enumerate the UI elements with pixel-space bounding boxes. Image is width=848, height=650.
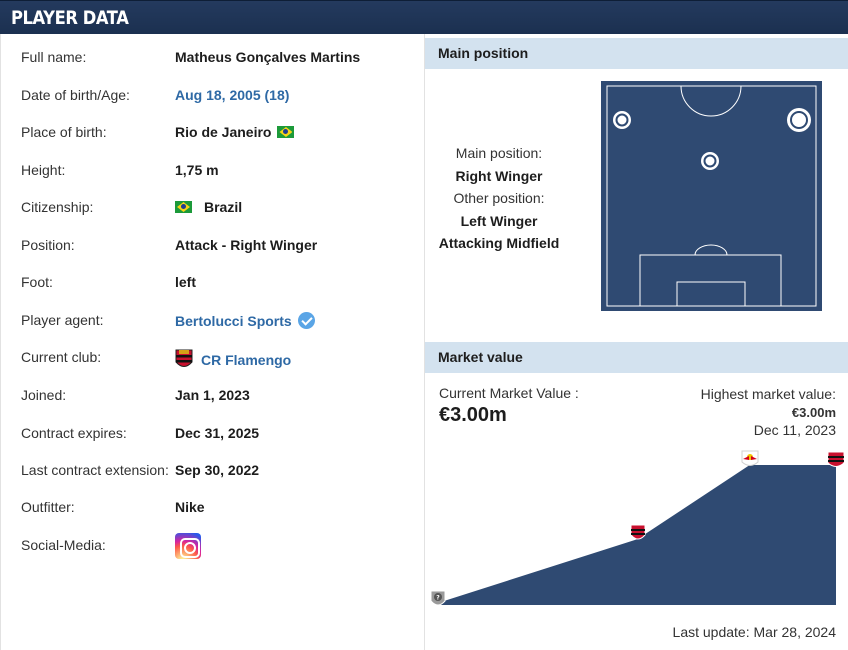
current-market-value: €3.00m [439,404,507,426]
info-value: 1,75 m [175,162,219,178]
info-value-text: Rio de Janeiro [175,124,272,140]
info-row: Full name: Matheus Gonçalves Martins [21,46,421,70]
info-value-text: Attack - Right Winger [175,237,318,253]
current-market-value-label: Current Market Value : [439,385,579,401]
brazil-flag-icon [277,126,295,138]
market-value-chart[interactable]: ? [425,449,848,614]
highest-market-value: €3.00m [791,405,836,420]
other-position-value-2: Attacking Midfield [438,235,560,251]
flamengo-crest-icon[interactable] [175,349,193,371]
instagram-icon[interactable] [175,533,201,559]
info-value-text: Brazil [204,199,243,215]
brazil-flag-icon [175,201,192,213]
info-value: Dec 31, 2025 [175,425,259,441]
info-value[interactable]: Bertolucci Sports [175,312,315,329]
info-label: Foot: [21,274,53,290]
info-row: Joined: Jan 1, 2023 [21,384,421,408]
header-title: PLAYER DATA [11,7,129,29]
player-data-header: PLAYER DATA [0,0,848,34]
info-row: Last contract extension: Sep 30, 2022 [21,459,421,483]
unknown-club-marker[interactable]: ? [430,590,446,606]
main-position-header: Main position [425,38,848,69]
other-position-label: Other position: [453,190,545,206]
svg-text:?: ? [436,595,440,602]
info-value-text: left [175,274,196,290]
info-row: Date of birth/Age: Aug 18, 2005 (18) [21,84,421,108]
info-row: Current club: CR Flamengo [21,346,421,370]
info-label: Contract expires: [21,425,127,441]
penalty-arc [694,244,728,256]
position-text: Main position: Right Winger Other positi… [425,142,573,255]
pitch-background [601,81,822,311]
red-bull-marker[interactable] [741,450,759,466]
info-value: Jan 1, 2023 [175,387,250,403]
market-value-line [437,460,836,600]
other-position-value-1: Left Winger [460,212,538,229]
info-value: left [175,274,196,290]
verified-check-icon [297,312,315,329]
info-label: Last contract extension: [21,462,169,478]
info-row: Place of birth: Rio de Janeiro [21,121,421,145]
info-row: Foot: left [21,271,421,295]
info-label: Outfitter: [21,499,75,515]
info-value: Sep 30, 2022 [175,462,259,478]
flamengo-marker-2[interactable] [827,451,845,467]
info-row: Citizenship: Brazil [21,196,421,220]
market-value-area [438,466,836,605]
info-value-text: Jan 1, 2023 [175,387,250,403]
info-label: Date of birth/Age: [21,87,130,103]
info-value [175,533,201,559]
center-circle-arc [680,85,742,117]
info-value-text: Matheus Gonçalves Martins [175,49,361,65]
info-value: Matheus Gonçalves Martins [175,49,360,65]
info-label: Player agent: [21,312,104,328]
info-label: Joined: [21,387,67,403]
info-label: Position: [21,237,75,253]
info-row: Social-Media: [21,533,421,559]
main-position-value: Right Winger [455,167,543,184]
info-row: Outfitter: Nike [21,496,421,520]
info-label: Current club: [21,349,102,365]
info-row: Height: 1,75 m [21,159,421,183]
highest-market-value-date: Dec 11, 2023 [753,422,836,438]
info-row: Contract expires: Dec 31, 2025 [21,422,421,446]
info-value: Nike [175,499,205,515]
main-position-label: Main position: [455,145,543,161]
last-update: Last update: Mar 28, 2024 [672,624,836,640]
market-value-header: Market value [425,342,848,373]
pitch-diagram [601,81,822,311]
info-label: Full name: [21,49,87,65]
highest-market-value-label: Highest market value: [700,386,836,402]
info-value: Rio de Janeiro [175,124,295,140]
goal-box [676,281,746,307]
info-label: Height: [21,162,66,178]
info-value: Brazil [175,199,242,215]
info-value: Attack - Right Winger [175,237,317,253]
info-row: Player agent: Bertolucci Sports [21,309,421,333]
info-value-text: 1,75 m [175,162,219,178]
info-label: Place of birth: [21,124,107,140]
info-row: Position: Attack - Right Winger [21,234,421,258]
info-label: Social-Media: [21,537,106,553]
right-panel: Main position Main position: Right Winge… [425,34,848,650]
info-value-text: Nike [175,499,205,515]
info-label: Citizenship: [21,199,94,215]
info-value[interactable]: Aug 18, 2005 (18) [175,87,289,103]
info-value-text: Dec 31, 2025 [175,425,260,441]
info-link[interactable]: Bertolucci Sports [175,312,292,329]
info-value[interactable]: CR Flamengo [175,349,291,371]
flamengo-marker-1[interactable] [630,524,646,540]
info-link[interactable]: Aug 18, 2005 (18) [175,87,290,103]
info-value-text: Sep 30, 2022 [175,462,260,478]
player-info-panel: Full name: Matheus Gonçalves Martins Date … [0,34,425,650]
club-link[interactable]: CR Flamengo [201,352,292,368]
